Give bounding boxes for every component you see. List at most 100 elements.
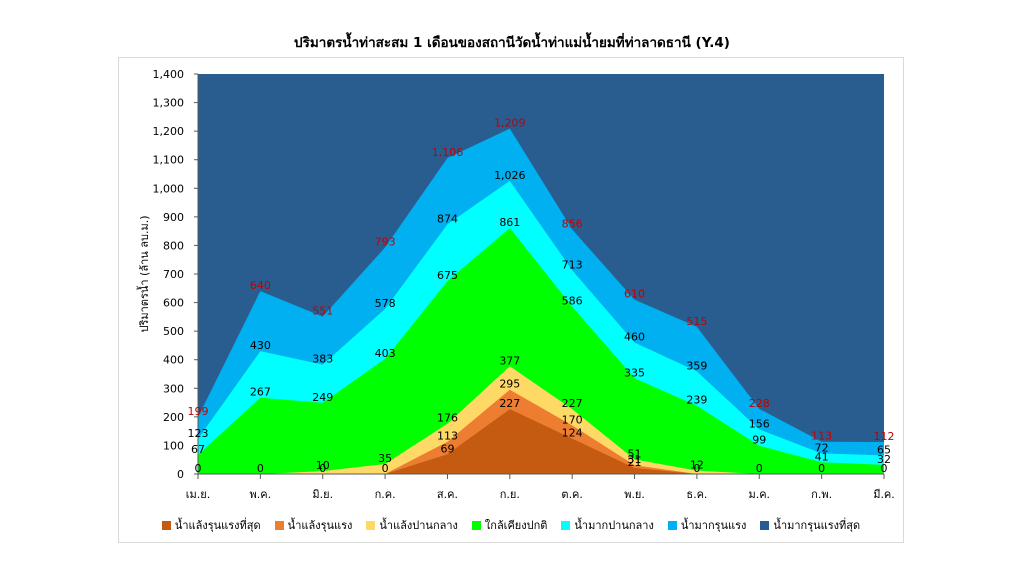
data-label: 610 <box>624 288 645 301</box>
y-axis-title: ปริมาตรน้ำ (ล้าน ลบ.ม.) <box>136 215 151 332</box>
legend-swatch <box>667 520 677 530</box>
data-label: 35 <box>378 452 392 465</box>
data-label: 640 <box>250 279 271 292</box>
y-tick-label: 1,000 <box>153 182 185 195</box>
data-label: 1,106 <box>432 146 464 159</box>
x-tick-label: ต.ค. <box>561 488 583 501</box>
data-label: 170 <box>562 413 583 426</box>
legend-label: น้ำแล้งรุนแรงที่สุด <box>174 519 261 532</box>
data-label: 176 <box>437 412 458 425</box>
data-label: 0 <box>693 462 700 475</box>
legend-item: น้ำแล้งปานกลาง <box>366 516 458 534</box>
legend-swatch <box>561 520 571 530</box>
legend-swatch <box>274 520 284 530</box>
data-label: 675 <box>437 269 458 282</box>
x-tick-label: มี.ค. <box>873 488 895 501</box>
chart-title: ปริมาตรน้ำท่าสะสม 1 เดือนของสถานีวัดน้ำท… <box>294 35 730 51</box>
data-label: 551 <box>312 305 333 318</box>
data-label: 32 <box>877 453 891 466</box>
data-label: 0 <box>818 462 825 475</box>
data-label: 377 <box>499 354 520 367</box>
y-tick-label: 900 <box>163 211 184 224</box>
data-label: 403 <box>375 347 396 360</box>
legend-swatch <box>366 520 376 530</box>
legend-label: น้ำมากรุนแรง <box>680 519 747 532</box>
y-tick-label: 500 <box>163 325 184 338</box>
legend-item: น้ำมากปานกลาง <box>561 516 654 534</box>
data-label: 67 <box>191 443 205 456</box>
data-label: 65 <box>877 443 891 456</box>
data-label: 69 <box>440 442 454 455</box>
y-tick-label: 1,400 <box>153 68 185 81</box>
y-tick-label: 200 <box>163 411 184 424</box>
legend-label: ใกล้เคียงปกติ <box>484 519 548 532</box>
x-tick-label: ก.ย. <box>500 488 520 501</box>
data-label: 383 <box>312 353 333 366</box>
data-labels: 0 0 0 0 69 227 124 21 0 0 0 0 113 295 170 31 10 35 176 377 2… <box>188 117 895 475</box>
data-label: 1,026 <box>494 169 526 182</box>
data-label: 0 <box>382 462 389 475</box>
data-label: 199 <box>188 405 209 418</box>
data-label: 228 <box>749 397 770 410</box>
y-tick-label: 400 <box>163 354 184 367</box>
data-label: 72 <box>815 441 829 454</box>
data-label: 123 <box>188 427 209 440</box>
data-label: 586 <box>562 295 583 308</box>
legend-item: น้ำมากรุนแรงที่สุด <box>760 516 860 534</box>
y-axis-ticks: 0 100 200 300 400 500 600 700 800 900 1,000 1,100 1,… <box>153 68 198 481</box>
data-label: 0 <box>195 462 202 475</box>
legend-label: น้ำแล้งปานกลาง <box>379 519 458 532</box>
x-tick-label: ม.ค. <box>748 488 770 501</box>
legend-label: น้ำแล้งรุนแรง <box>287 519 353 532</box>
legend-item: ใกล้เคียงปกติ <box>471 516 548 534</box>
data-label: 113 <box>437 430 458 443</box>
data-label: 10 <box>316 459 330 472</box>
data-label: 861 <box>499 216 520 229</box>
data-label: 1,209 <box>494 117 526 130</box>
data-label: 239 <box>686 394 707 407</box>
data-label: 874 <box>437 212 458 225</box>
data-label: 156 <box>749 417 770 430</box>
data-label: 430 <box>250 339 271 352</box>
area-series-3 <box>198 228 884 474</box>
x-tick-label: ธ.ค. <box>686 488 707 501</box>
y-tick-label: 300 <box>163 382 184 395</box>
x-axis-ticks: เม.ย. พ.ค. มิ.ย. ก.ค. ส.ค. ก.ย. ต.ค. พ.ย. ธ.ค. ม.… <box>186 474 895 501</box>
data-label: 267 <box>250 386 271 399</box>
area-series-0 <box>198 409 884 474</box>
data-label: 227 <box>562 397 583 410</box>
data-label: 113 <box>811 430 832 443</box>
y-tick-label: 700 <box>163 268 184 281</box>
data-label: 124 <box>562 427 583 440</box>
data-label: 249 <box>312 391 333 404</box>
data-label: 21 <box>628 456 642 469</box>
data-label: 578 <box>375 297 396 310</box>
legend-item: น้ำมากรุนแรง <box>667 516 747 534</box>
data-label: 0 <box>881 462 888 475</box>
y-tick-label: 600 <box>163 297 184 310</box>
data-label: 460 <box>624 331 645 344</box>
data-label: 515 <box>686 315 707 328</box>
legend-swatch <box>471 520 481 530</box>
data-label: 0 <box>756 462 763 475</box>
legend-item: น้ำแล้งรุนแรงที่สุด <box>161 516 261 534</box>
legend: น้ำแล้งรุนแรงที่สุด น้ำแล้งรุนแรง น้ำแล้งป… <box>118 516 904 534</box>
x-tick-label: พ.ค. <box>250 488 272 501</box>
data-label: 227 <box>499 397 520 410</box>
data-label: 99 <box>752 434 766 447</box>
data-label: 31 <box>628 453 642 466</box>
data-label: 359 <box>686 359 707 372</box>
y-tick-label: 1,200 <box>153 125 185 138</box>
legend-swatch <box>161 520 171 530</box>
x-tick-label: ก.ค. <box>375 488 396 501</box>
data-label: 713 <box>562 258 583 271</box>
data-label: 295 <box>499 378 520 391</box>
x-tick-label: ก.พ. <box>811 488 832 501</box>
data-label: 856 <box>562 217 583 230</box>
data-label: 41 <box>815 450 829 463</box>
data-label: 0 <box>257 462 264 475</box>
y-tick-label: 1,100 <box>153 154 185 167</box>
x-tick-label: พ.ย. <box>624 488 645 501</box>
x-tick-label: มิ.ย. <box>312 488 333 501</box>
